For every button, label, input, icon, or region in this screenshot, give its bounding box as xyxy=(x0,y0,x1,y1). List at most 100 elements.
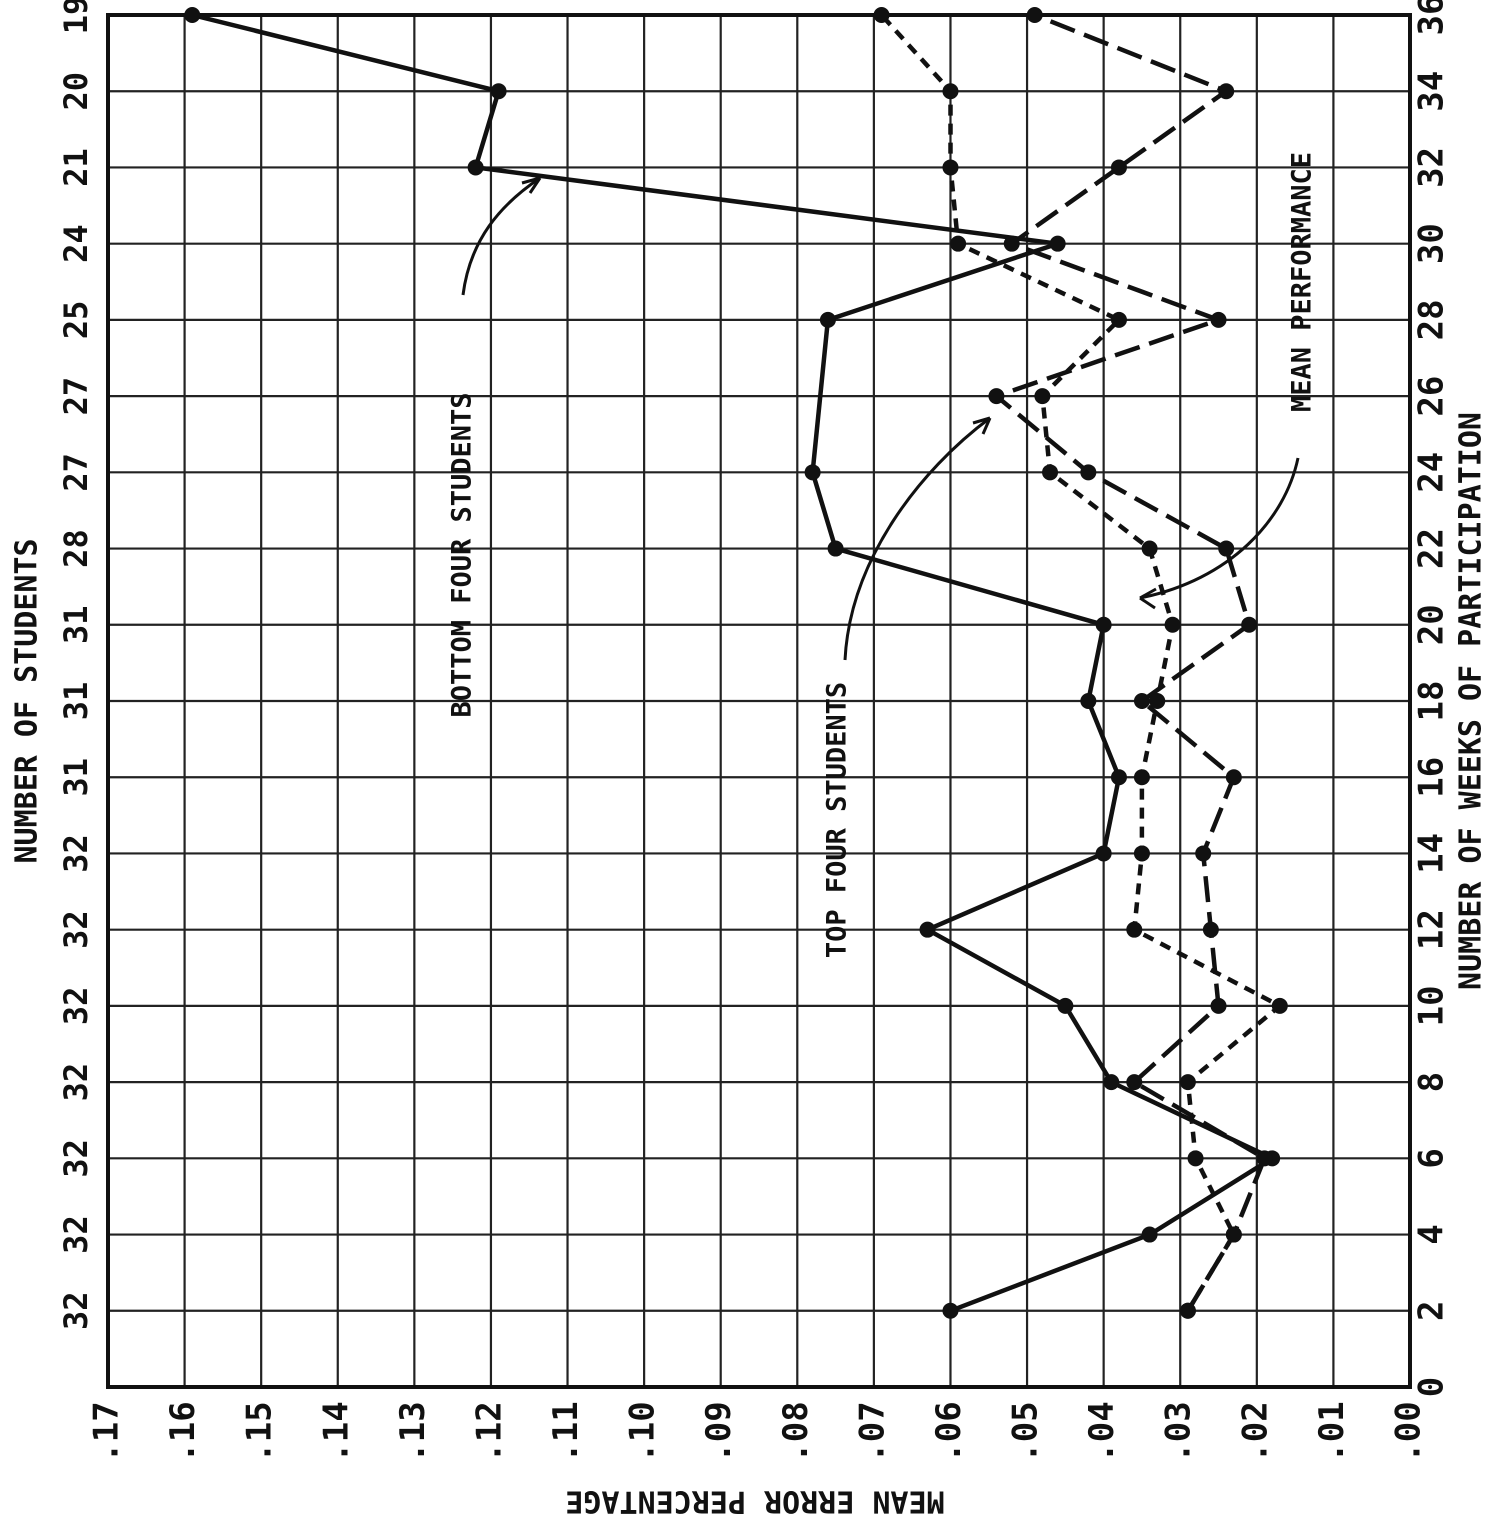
grid-lines xyxy=(106,13,1412,1389)
data-point xyxy=(1133,769,1150,786)
data-point xyxy=(1110,311,1127,328)
error-tick-label: .16 xyxy=(163,1401,203,1462)
data-point xyxy=(1080,693,1097,709)
data-point xyxy=(184,7,201,23)
data-point xyxy=(1095,616,1112,633)
students-count-label: 27 xyxy=(57,377,95,416)
data-point xyxy=(1133,693,1150,709)
data-point xyxy=(1095,845,1112,862)
students-count-label: 32 xyxy=(57,1292,95,1331)
secondary-axis-title: NUMBER OF STUDENTS xyxy=(10,538,45,863)
week-tick-label: 32 xyxy=(1412,147,1452,188)
students-count-label: 31 xyxy=(57,758,95,797)
data-point xyxy=(1202,921,1219,938)
data-point xyxy=(1256,1150,1273,1167)
data-point xyxy=(1080,464,1097,481)
week-tick-label: 12 xyxy=(1412,909,1452,950)
data-point xyxy=(1049,235,1066,252)
data-point xyxy=(1141,1226,1158,1243)
data-point xyxy=(819,311,836,328)
data-point xyxy=(1057,997,1074,1014)
data-point xyxy=(1225,769,1242,786)
data-point xyxy=(1110,769,1127,786)
data-point xyxy=(1164,616,1181,633)
data-point xyxy=(1110,159,1127,176)
series-line xyxy=(191,12,1275,1313)
data-point xyxy=(1195,845,1212,862)
week-tick-label: 14 xyxy=(1412,833,1452,874)
data-point xyxy=(1218,540,1235,557)
students-count-label: 32 xyxy=(57,987,95,1026)
error-tick-label: .11 xyxy=(546,1401,586,1462)
students-count-label: 32 xyxy=(57,1215,95,1254)
students-count-label: 28 xyxy=(57,529,95,568)
series-line xyxy=(994,12,1267,1312)
data-point xyxy=(467,159,484,176)
week-tick-label: 8 xyxy=(1412,1072,1452,1092)
error-tick-label: .02 xyxy=(1235,1401,1275,1462)
data-point xyxy=(1026,7,1043,23)
error-tick-label: .10 xyxy=(623,1401,663,1462)
annotation-top-four-arrowhead xyxy=(972,416,992,435)
series-1 xyxy=(184,7,1281,1319)
week-tick-label: 6 xyxy=(1412,1148,1452,1168)
data-point xyxy=(1133,845,1150,862)
week-tick-label: 26 xyxy=(1412,376,1452,417)
week-tick-label: 34 xyxy=(1412,71,1452,112)
series-layer xyxy=(184,7,1288,1319)
students-tick-labels: 32 32 32 32 32 32 32 31 31 31 28 27 27 25 24 21 20 19 xyxy=(57,0,95,1330)
students-count-label: 32 xyxy=(57,910,95,949)
annotation-mean-performance-pointer xyxy=(1139,457,1300,600)
students-count-label: 31 xyxy=(57,682,95,721)
data-point xyxy=(919,921,936,938)
annotation-bottom-four-label: BOTTOM FOUR STUDENTS xyxy=(447,392,478,717)
week-tick-label: 4 xyxy=(1412,1224,1452,1244)
week-tick-label: 20 xyxy=(1412,604,1452,645)
week-tick-label: 28 xyxy=(1412,299,1452,340)
data-point xyxy=(942,159,959,176)
plot-frame xyxy=(106,13,1412,1389)
error-tick-label: .06 xyxy=(929,1401,969,1462)
week-tick-label: 18 xyxy=(1412,681,1452,722)
data-point xyxy=(804,464,821,481)
week-tick-label: 2 xyxy=(1412,1301,1452,1321)
y-axis-title: NUMBER OF WEEKS OF PARTICIPATION xyxy=(1454,412,1489,990)
students-count-label: 19 xyxy=(57,0,95,34)
data-point xyxy=(1179,1074,1196,1091)
error-tick-label: .12 xyxy=(469,1401,509,1462)
students-count-label: 24 xyxy=(57,224,95,263)
annotation-mean-performance-arrowhead xyxy=(1139,587,1157,610)
data-point xyxy=(873,7,890,23)
error-tick-label: .00 xyxy=(1389,1401,1429,1462)
data-point xyxy=(1271,997,1288,1014)
error-tick-label: .15 xyxy=(240,1401,280,1462)
data-point xyxy=(1179,1302,1196,1319)
annotation-mean-performance-label: MEAN PERFORMANCE xyxy=(1287,152,1318,412)
data-point xyxy=(1210,997,1227,1014)
data-point xyxy=(1103,1074,1120,1091)
students-count-label: 25 xyxy=(57,301,95,340)
annotation-top-four-label: TOP FOUR STUDENTS xyxy=(822,682,853,958)
students-count-label: 32 xyxy=(57,1139,95,1178)
week-tick-label: 10 xyxy=(1412,985,1452,1026)
annotation-bottom-four: BOTTOM FOUR STUDENTS xyxy=(447,176,542,718)
data-point xyxy=(1210,311,1227,328)
data-point xyxy=(1218,83,1235,100)
error-tick-label: .13 xyxy=(393,1401,433,1462)
data-point xyxy=(1187,1150,1204,1167)
week-tick-label: 36 xyxy=(1412,0,1452,35)
error-tick-label: .01 xyxy=(1312,1401,1352,1462)
error-tick-label: .04 xyxy=(1082,1401,1122,1462)
annotation-bottom-four-arrowhead xyxy=(521,176,542,194)
error-tick-labels: .00 .01 .02 .03 .04 .05 .06 .07 .08 .09 .10 .11 .12.… xyxy=(87,1401,1429,1462)
error-tick-label: .03 xyxy=(1159,1401,1199,1462)
week-tick-label: 22 xyxy=(1412,528,1452,569)
data-point xyxy=(1241,616,1258,633)
data-point xyxy=(1225,1226,1242,1243)
annotation-top-four: TOP FOUR STUDENTS xyxy=(822,416,992,958)
data-point xyxy=(942,83,959,100)
error-tick-label: .07 xyxy=(852,1401,892,1462)
students-count-label: 20 xyxy=(57,72,95,111)
error-tick-label: .14 xyxy=(316,1401,356,1462)
